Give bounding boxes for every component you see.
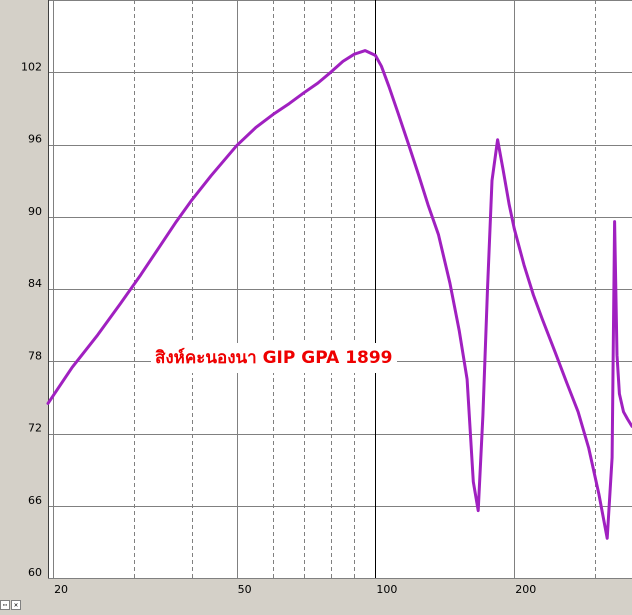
x-tick-label: 200 [515, 583, 536, 596]
x-axis-tick-labels: 20 50 100 200 [54, 583, 536, 596]
y-tick-label: 72 [28, 422, 42, 435]
chart-annotation: สิงห์คะนองนา GIP GPA 1899 [151, 343, 397, 373]
x-tick-label: 100 [376, 583, 397, 596]
dots-icon[interactable]: ⋯ [0, 600, 10, 610]
annotation-text: สิงห์คะนองนา GIP GPA 1899 [155, 348, 393, 368]
x-tick-label: 20 [54, 583, 68, 596]
y-tick-label: 102 [21, 60, 42, 73]
y-tick-label: 78 [28, 349, 42, 362]
series-layer [46, 49, 632, 540]
series-line [46, 49, 632, 540]
y-tick-label: 66 [28, 494, 42, 507]
y-tick-label: 60 [28, 566, 42, 579]
y-tick-label: 108 [21, 0, 42, 1]
y-tick-label: 96 [28, 133, 42, 146]
close-icon[interactable]: ✕ [11, 600, 21, 610]
grid [48, 0, 632, 579]
x-tick-label: 50 [238, 583, 252, 596]
y-axis-tick-labels: 60 66 72 78 84 90 96 102 108 [21, 0, 42, 579]
y-tick-label: 90 [28, 205, 42, 218]
corner-controls: ⋯ ✕ [0, 600, 21, 610]
y-tick-label: 84 [28, 277, 42, 290]
